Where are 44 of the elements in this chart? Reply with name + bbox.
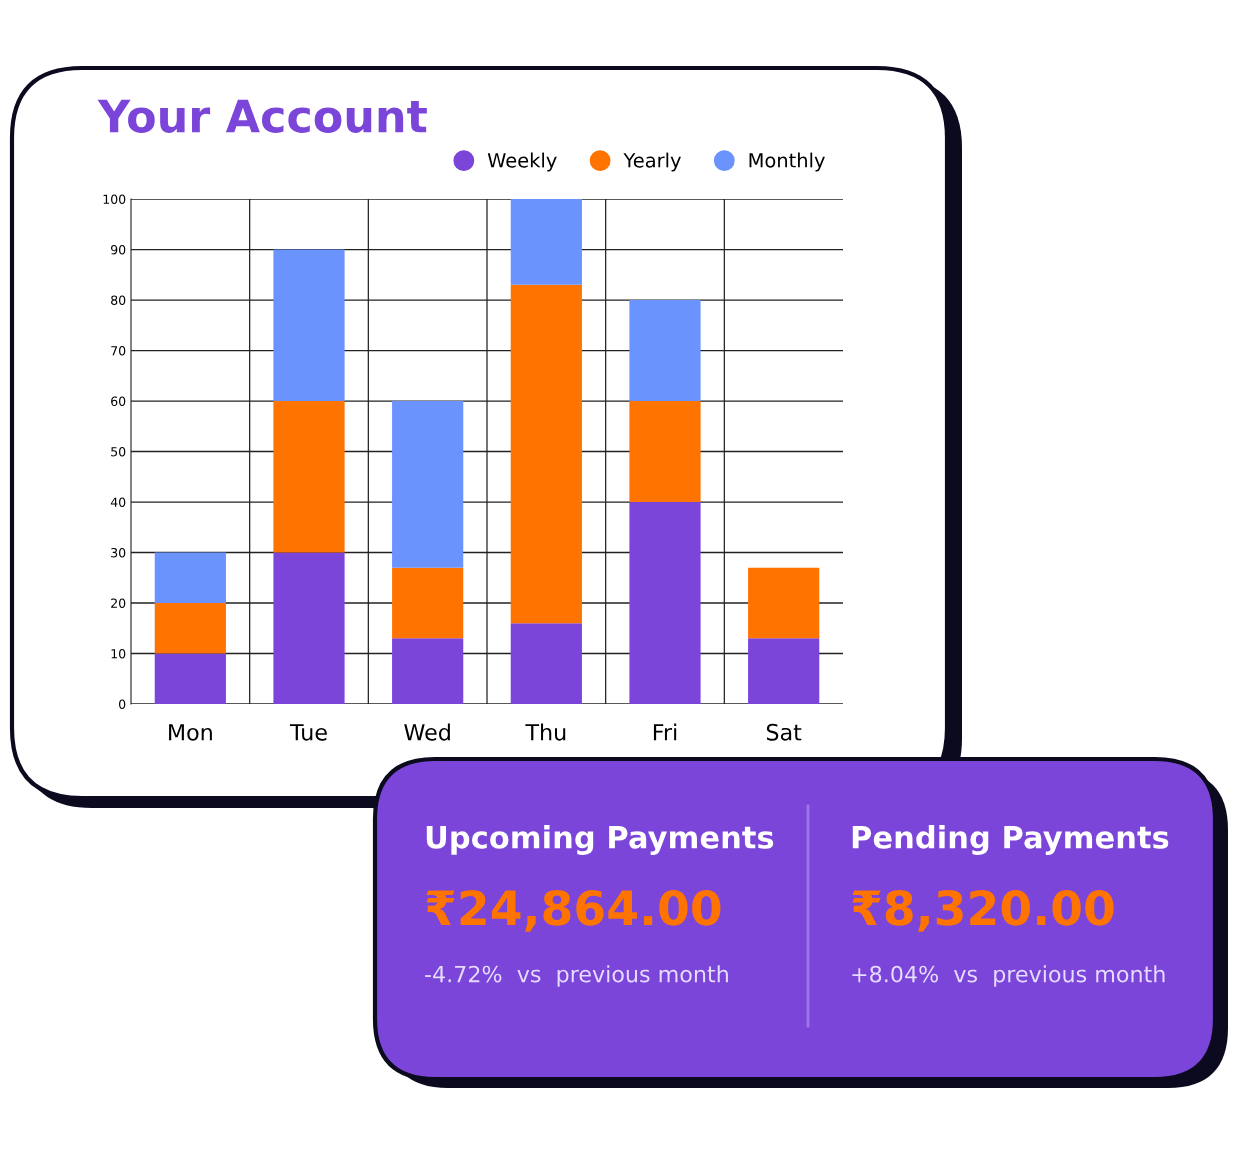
bar [748, 638, 820, 704]
bar [273, 401, 345, 553]
bar [392, 401, 464, 568]
bar [629, 502, 701, 704]
bar [392, 567, 464, 639]
y-tick-label: 0 [119, 699, 126, 709]
x-tick-label: Wed [404, 723, 450, 741]
legend-label: Monthly [749, 152, 825, 172]
y-tick-label: 100 [103, 194, 126, 204]
y-tick-label: 30 [111, 547, 126, 558]
y-tick-label: 60 [111, 396, 126, 406]
legend-label: Yearly [623, 152, 681, 172]
bar [273, 552, 345, 704]
text: Pending Payments [852, 825, 1169, 855]
y-tick-label: 80 [111, 295, 126, 305]
text: ₹8,320.00 [852, 889, 1114, 932]
chart-title: Your Account [97, 99, 427, 133]
y-tick-label: 20 [111, 598, 126, 608]
bar [154, 653, 226, 704]
bar [629, 300, 701, 401]
text: -4.72% vs previous month [425, 965, 728, 987]
text: ₹24,864.00 [426, 889, 721, 932]
bar [510, 623, 582, 704]
y-tick-label: 40 [110, 497, 126, 507]
bar [392, 638, 464, 704]
x-tick-label: Fri [653, 723, 677, 741]
bar [510, 199, 582, 285]
x-tick-label: Thu [525, 723, 566, 741]
text: Upcoming Payments [426, 825, 774, 855]
bar [629, 401, 701, 502]
text: +8.04% vs previous month [852, 965, 1165, 987]
x-tick-label: Mon [169, 724, 212, 741]
x-tick-label: Sat [766, 723, 802, 741]
bar [273, 249, 345, 401]
y-tick-label: 70 [111, 345, 126, 356]
bar [154, 603, 226, 654]
x-tick-label: Tue [289, 724, 327, 741]
y-tick-label: 10 [111, 648, 126, 659]
bar [510, 284, 582, 624]
y-tick-label: 50 [111, 446, 126, 457]
bar [154, 552, 226, 603]
legend-label: Weekly [487, 152, 557, 172]
bar [748, 567, 820, 639]
y-tick-label: 90 [111, 244, 126, 255]
